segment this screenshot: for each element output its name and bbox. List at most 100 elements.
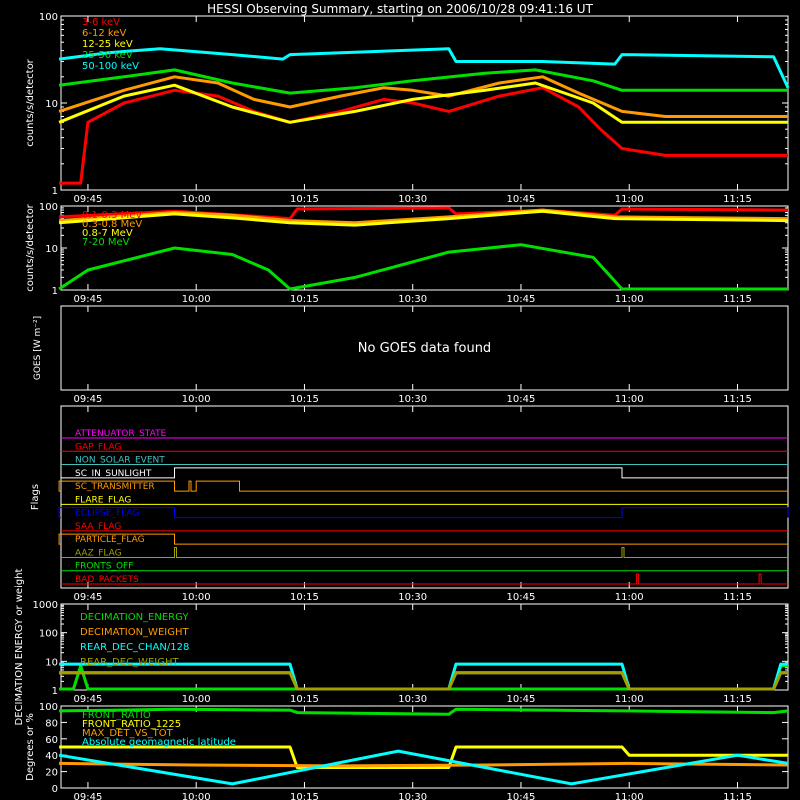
flag-label: GAP_FLAG: [75, 442, 121, 452]
x-tick-label: 11:15: [723, 394, 752, 405]
x-tick-label: 11:15: [723, 792, 752, 800]
y-tick-label: 20: [45, 768, 58, 779]
panel-4: 09:45 10:00 10:15 10:30 10:45 11:00 11:15 Flags…: [30, 405, 789, 603]
flag-line: [58, 480, 788, 492]
x-tick-label: 11:00: [615, 694, 644, 705]
flag-label: FRONTS_OFF: [75, 562, 133, 572]
y-tick-label: 80: [45, 718, 58, 729]
plot-frame: [60, 15, 789, 191]
panel-3: 09:45 10:00 10:15 10:30 10:45 11:00 11:15 GOES …: [33, 305, 789, 405]
flag-label: AAZ_FLAG: [75, 548, 122, 558]
x-tick-label: 11:00: [615, 294, 644, 305]
x-tick-label: 09:45: [74, 194, 103, 205]
x-tick-label: 10:45: [507, 792, 536, 800]
y-tick-label: 60: [45, 735, 58, 746]
flag-label: ATTENUATOR_STATE: [75, 429, 167, 439]
legend-entry: 0.1-0.3 MeV: [82, 210, 142, 221]
legend-entry: Absolute geomagnetic latitude: [82, 737, 236, 748]
flag-line: [58, 507, 789, 519]
series-line: [58, 81, 788, 124]
x-tick-label: 10:15: [290, 294, 319, 305]
x-tick-label: 10:00: [182, 294, 211, 305]
flag-label: BAD_PACKETS: [75, 575, 139, 585]
no-data-message: No GOES data found: [358, 341, 491, 356]
legend-entry: 50-100 keV: [82, 61, 139, 72]
y-tick-label: 10: [45, 657, 58, 668]
x-tick-label: 09:45: [74, 592, 103, 603]
y-axis-label: counts/s/detector: [25, 58, 36, 146]
series-line: [59, 671, 788, 691]
flag-label: SAA_FLAG: [75, 522, 121, 532]
x-tick-label: 10:45: [507, 294, 536, 305]
plot-frame: [60, 405, 789, 589]
flag-line: [61, 546, 788, 558]
y-axis-label: GOES [W m⁻²]: [33, 316, 43, 380]
x-tick-label: 10:00: [182, 194, 211, 205]
legend-entry: 6-12 keV: [82, 28, 126, 39]
legend-entry: REAR_DEC_CHAN/128: [80, 642, 189, 653]
x-tick-label: 10:45: [507, 592, 536, 603]
x-tick-label: 10:00: [182, 592, 211, 603]
series-line: [58, 749, 789, 786]
x-tick-label: 09:45: [74, 694, 103, 705]
legend-entry: 25-50 keV: [82, 50, 133, 61]
x-tick-label: 10:30: [398, 592, 427, 603]
legend-entry: 0.3-0.8 MeV: [82, 219, 142, 230]
x-tick-label: 10:00: [182, 394, 211, 405]
y-tick-label: 100: [39, 12, 58, 23]
x-tick-label: 10:45: [507, 194, 536, 205]
series-line: [59, 664, 788, 691]
y-tick-label: 10: [45, 244, 58, 255]
series-line: [59, 671, 788, 691]
x-tick-label: 11:15: [723, 694, 752, 705]
plot-frame: [60, 305, 789, 391]
x-tick-label: 10:15: [290, 194, 319, 205]
legend-entry: 0.8-7 MeV: [82, 228, 133, 239]
series-line: [58, 243, 788, 291]
x-tick-label: 10:30: [398, 394, 427, 405]
flag-line: [58, 533, 788, 545]
figure-title: HESSI Observing Summary, starting on 200…: [207, 2, 593, 16]
x-tick-label: 10:15: [290, 792, 319, 800]
legend-entry: FRONT_RATIO_1225: [82, 719, 181, 730]
y-tick-label: 10: [45, 99, 58, 110]
x-tick-label: 11:00: [615, 194, 644, 205]
series-line: [58, 209, 789, 227]
y-tick-label: 100: [39, 202, 58, 213]
y-tick-label: 1000: [33, 600, 58, 611]
legend-entry: MAX_DET_VS_TOT: [82, 728, 174, 739]
y-tick-label: 40: [45, 751, 58, 762]
x-tick-label: 10:30: [398, 294, 427, 305]
flag-label: ECLIPSE_FLAG: [75, 509, 139, 519]
x-tick-label: 10:00: [182, 792, 211, 800]
x-tick-label: 11:00: [615, 394, 644, 405]
x-tick-label: 11:00: [615, 592, 644, 603]
x-tick-label: 10:15: [290, 394, 319, 405]
y-axis-label: Flags: [30, 484, 41, 510]
x-tick-label: 09:45: [74, 394, 103, 405]
x-tick-label: 10:30: [398, 194, 427, 205]
flag-label: NON_SOLAR_EVENT: [75, 456, 165, 466]
series-line: [59, 86, 788, 185]
legend-entry: FRONT_RATIO: [82, 710, 151, 721]
series-line: [58, 75, 788, 118]
flag-label: SC_IN_SUNLIGHT: [75, 469, 152, 479]
y-tick-label: 0: [52, 784, 58, 795]
y-tick-label: 100: [39, 702, 58, 713]
series-line: [59, 662, 788, 691]
series-line: [59, 761, 789, 768]
y-tick-label: 1: [52, 186, 58, 197]
x-tick-label: 09:45: [74, 792, 103, 800]
x-tick-label: 10:45: [507, 394, 536, 405]
x-tick-label: 10:30: [398, 694, 427, 705]
panel-2: 09:45 10:00 10:15 10:30 10:45 11:00 11:15 1 10 10…: [25, 202, 789, 305]
x-tick-label: 10:00: [182, 694, 211, 705]
legend-entry: DECIMATION_WEIGHT: [80, 627, 189, 638]
y-axis-label: DECIMATION ENERGY or weight: [14, 568, 25, 725]
y-tick-label: 100: [39, 629, 58, 640]
flag-line: [61, 467, 788, 479]
legend-entry: 7-20 MeV: [82, 237, 130, 248]
flag-label: PARTICLE_FLAG: [75, 535, 145, 545]
flag-label: SC_TRANSMITTER: [75, 482, 155, 492]
